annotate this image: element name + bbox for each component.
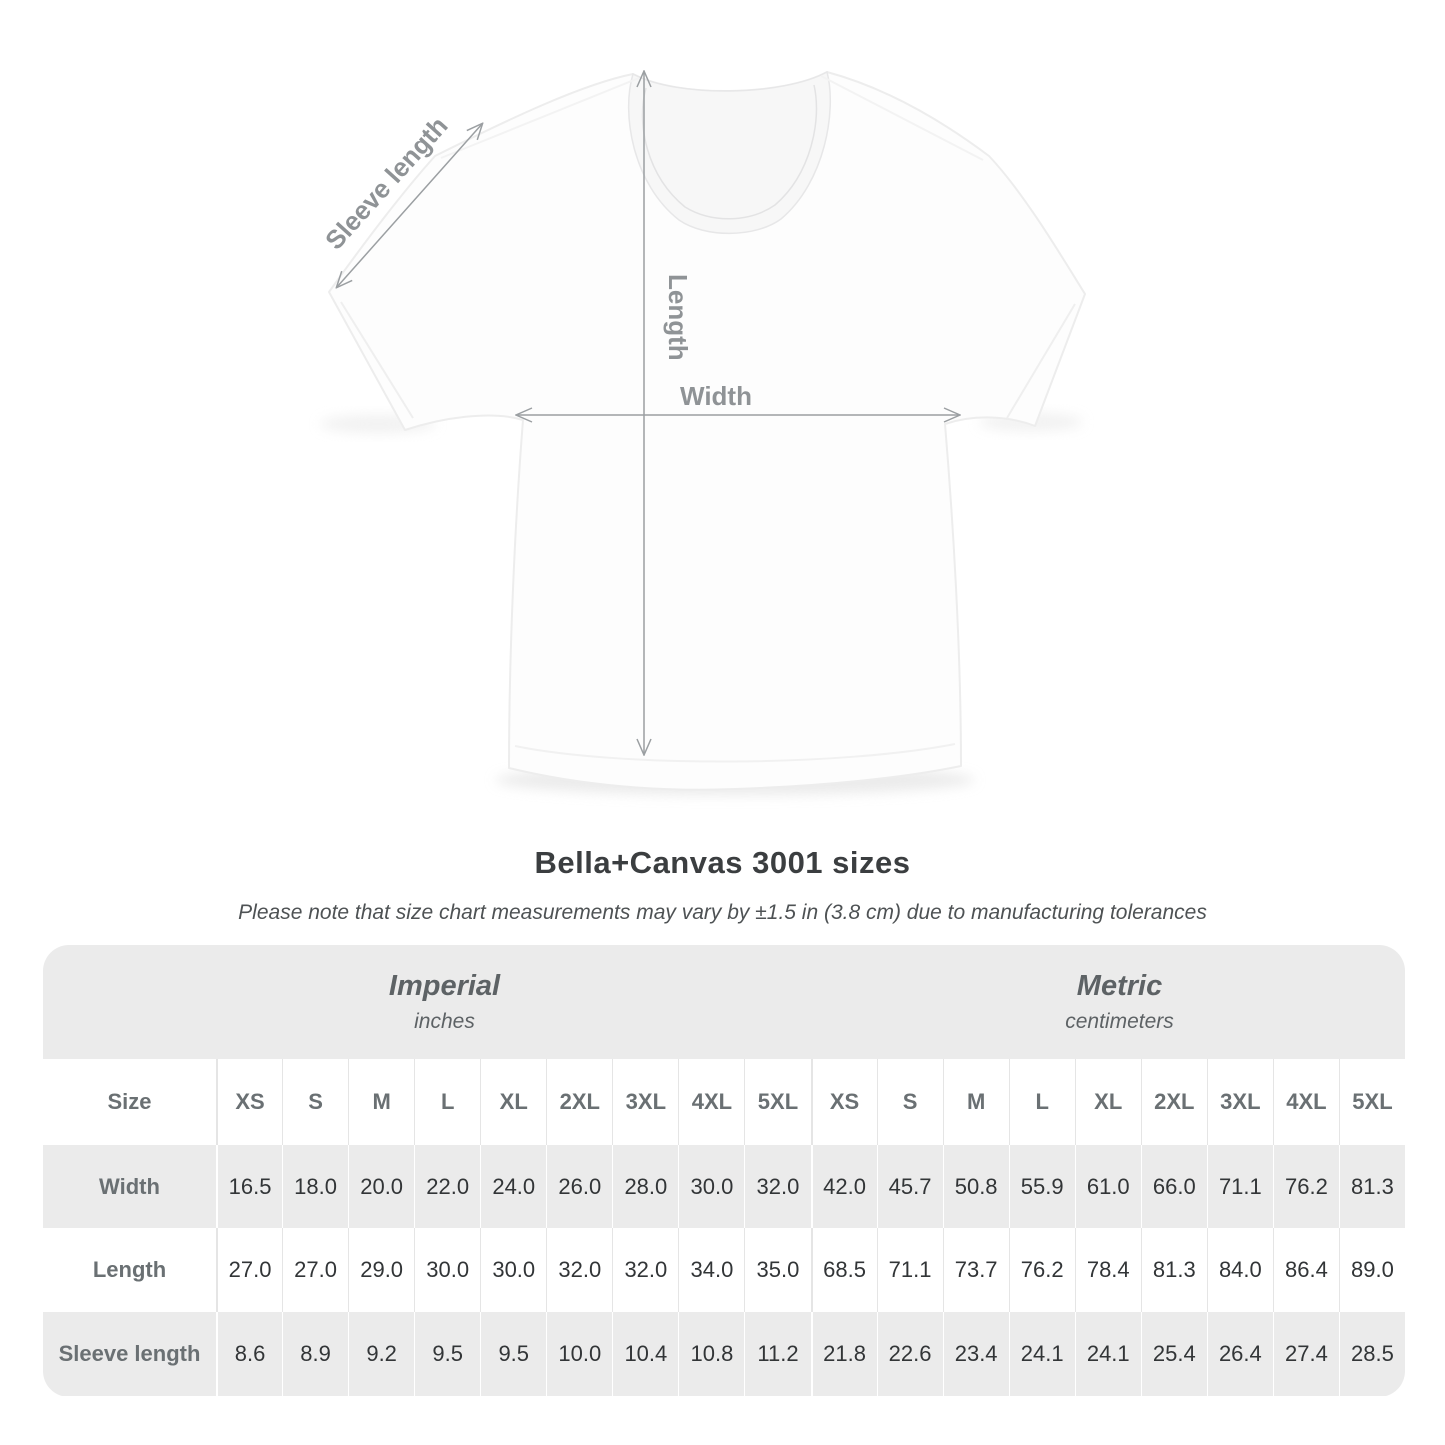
imperial-value-cell: 10.0 bbox=[546, 1312, 612, 1396]
imperial-unit-label: inches bbox=[414, 1010, 475, 1033]
metric-value-cell: 24.1 bbox=[1074, 1312, 1141, 1396]
metric-size-header-m: M bbox=[942, 1059, 1009, 1145]
imperial-value-cell: 29.0 bbox=[348, 1228, 414, 1312]
imperial-size-header-3xl: 3XL bbox=[612, 1059, 678, 1145]
metric-value-cell: 89.0 bbox=[1338, 1228, 1405, 1312]
size-corner-header: Size bbox=[107, 1089, 152, 1114]
imperial-size-header-m: M bbox=[348, 1059, 414, 1145]
metric-group-header: Metric centimeters bbox=[810, 945, 1405, 1059]
length-label: Length bbox=[663, 274, 693, 361]
imperial-value-cell: 27.0 bbox=[216, 1228, 282, 1312]
metric-value-cell: 71.1 bbox=[876, 1228, 943, 1312]
imperial-value-cell: 10.4 bbox=[612, 1312, 678, 1396]
row-label: Width bbox=[99, 1173, 160, 1199]
metric-value-cell: 45.7 bbox=[876, 1145, 943, 1228]
imperial-value-cell: 16.5 bbox=[216, 1145, 282, 1228]
row-label: Sleeve length bbox=[58, 1341, 201, 1366]
metric-value-cell: 23.4 bbox=[942, 1312, 1009, 1396]
imperial-value-cell: 30.0 bbox=[480, 1228, 546, 1312]
size-table: Imperial inches Metric centimeters Size X… bbox=[43, 945, 1405, 1397]
imperial-value-cell: 32.0 bbox=[612, 1228, 678, 1312]
tolerance-note: Please note that size chart measurements… bbox=[238, 901, 1207, 924]
metric-value-cell: 22.6 bbox=[876, 1312, 943, 1396]
metric-value-cell: 25.4 bbox=[1140, 1312, 1207, 1396]
size-header-row: Size XS S M L XL 2XL 3XL 4XL 5XL XS S M L XL 2XL 3XL 4XL 5… bbox=[43, 1059, 1405, 1145]
imperial-value-cell: 24.0 bbox=[480, 1145, 546, 1228]
metric-value-cell: 28.5 bbox=[1338, 1312, 1405, 1396]
metric-size-header-2xl: 2XL bbox=[1140, 1059, 1207, 1145]
imperial-value-cell: 18.0 bbox=[282, 1145, 348, 1228]
metric-value-cell: 76.2 bbox=[1272, 1145, 1339, 1228]
imperial-size-header-l: L bbox=[414, 1059, 480, 1145]
imperial-value-cell: 35.0 bbox=[744, 1228, 810, 1312]
metric-value-cell: 26.4 bbox=[1206, 1312, 1273, 1396]
metric-size-header-l: L bbox=[1008, 1059, 1075, 1145]
imperial-value-cell: 8.6 bbox=[216, 1312, 282, 1396]
imperial-value-cell: 32.0 bbox=[744, 1145, 810, 1228]
metric-value-cell: 78.4 bbox=[1074, 1228, 1141, 1312]
imperial-value-cell: 30.0 bbox=[678, 1145, 744, 1228]
imperial-value-cell: 30.0 bbox=[414, 1228, 480, 1312]
imperial-value-cell: 20.0 bbox=[348, 1145, 414, 1228]
imperial-value-cell: 22.0 bbox=[414, 1145, 480, 1228]
metric-value-cell: 21.8 bbox=[810, 1312, 877, 1396]
metric-size-header-xs: XS bbox=[810, 1059, 877, 1145]
imperial-label: Imperial bbox=[388, 970, 501, 1002]
imperial-value-cell: 9.2 bbox=[348, 1312, 414, 1396]
imperial-value-cell: 9.5 bbox=[480, 1312, 546, 1396]
imperial-size-header-5xl: 5XL bbox=[744, 1059, 810, 1145]
imperial-value-cell: 9.5 bbox=[414, 1312, 480, 1396]
width-label: Width bbox=[680, 381, 752, 411]
metric-value-cell: 61.0 bbox=[1074, 1145, 1141, 1228]
imperial-size-header-xl: XL bbox=[480, 1059, 546, 1145]
imperial-size-header-xs: XS bbox=[216, 1059, 282, 1145]
imperial-value-cell: 28.0 bbox=[612, 1145, 678, 1228]
metric-value-cell: 71.1 bbox=[1206, 1145, 1273, 1228]
unit-group-header: Imperial inches Metric centimeters bbox=[43, 945, 1405, 1059]
measurement-row-width: Width 16.5 18.0 20.0 22.0 24.0 26.0 28.0 30.0 32.… bbox=[43, 1145, 1405, 1228]
sleeve-length-arrow bbox=[337, 124, 482, 287]
imperial-value-cell: 34.0 bbox=[678, 1228, 744, 1312]
tshirt-measurement-diagram: Width Length Sleeve length bbox=[319, 52, 1086, 795]
metric-value-cell: 55.9 bbox=[1008, 1145, 1075, 1228]
imperial-size-header-4xl: 4XL bbox=[678, 1059, 744, 1145]
metric-value-cell: 84.0 bbox=[1206, 1228, 1273, 1312]
size-table-rows: Size XS S M L XL 2XL 3XL 4XL 5XL XS S M L XL 2XL 3XL 4XL 5… bbox=[43, 1059, 1405, 1396]
imperial-value-cell: 32.0 bbox=[546, 1228, 612, 1312]
metric-value-cell: 50.8 bbox=[942, 1145, 1009, 1228]
measurement-row-sleeve-length: Sleeve length 8.6 8.9 9.2 9.5 9.5 10.0 10.4 10.8… bbox=[43, 1312, 1405, 1396]
metric-value-cell: 81.3 bbox=[1338, 1145, 1405, 1228]
metric-value-cell: 68.5 bbox=[810, 1228, 877, 1312]
metric-value-cell: 81.3 bbox=[1140, 1228, 1207, 1312]
imperial-value-cell: 10.8 bbox=[678, 1312, 744, 1396]
metric-value-cell: 27.4 bbox=[1272, 1312, 1339, 1396]
metric-size-header-5xl: 5XL bbox=[1338, 1059, 1405, 1145]
tshirt-image bbox=[328, 70, 1086, 791]
metric-size-header-4xl: 4XL bbox=[1272, 1059, 1339, 1145]
metric-value-cell: 73.7 bbox=[942, 1228, 1009, 1312]
imperial-value-cell: 26.0 bbox=[546, 1145, 612, 1228]
metric-size-header-3xl: 3XL bbox=[1206, 1059, 1273, 1145]
imperial-group-header: Imperial inches bbox=[43, 945, 810, 1059]
row-label: Length bbox=[92, 1257, 167, 1282]
imperial-value-cell: 11.2 bbox=[744, 1312, 810, 1396]
metric-value-cell: 24.1 bbox=[1008, 1312, 1075, 1396]
imperial-size-header-2xl: 2XL bbox=[546, 1059, 612, 1145]
page-title: Bella+Canvas 3001 sizes bbox=[534, 845, 911, 880]
metric-value-cell: 66.0 bbox=[1140, 1145, 1207, 1228]
metric-value-cell: 86.4 bbox=[1272, 1228, 1339, 1312]
metric-value-cell: 42.0 bbox=[810, 1145, 877, 1228]
metric-size-header-s: S bbox=[876, 1059, 943, 1145]
measurement-row-length: Length 27.0 27.0 29.0 30.0 30.0 32.0 32.0 34.0 35… bbox=[43, 1228, 1405, 1312]
metric-value-cell: 76.2 bbox=[1008, 1228, 1075, 1312]
imperial-value-cell: 8.9 bbox=[282, 1312, 348, 1396]
imperial-size-header-s: S bbox=[282, 1059, 348, 1145]
metric-label: Metric bbox=[1076, 970, 1163, 1002]
metric-size-header-xl: XL bbox=[1074, 1059, 1141, 1145]
metric-unit-label: centimeters bbox=[1065, 1010, 1174, 1033]
imperial-value-cell: 27.0 bbox=[282, 1228, 348, 1312]
